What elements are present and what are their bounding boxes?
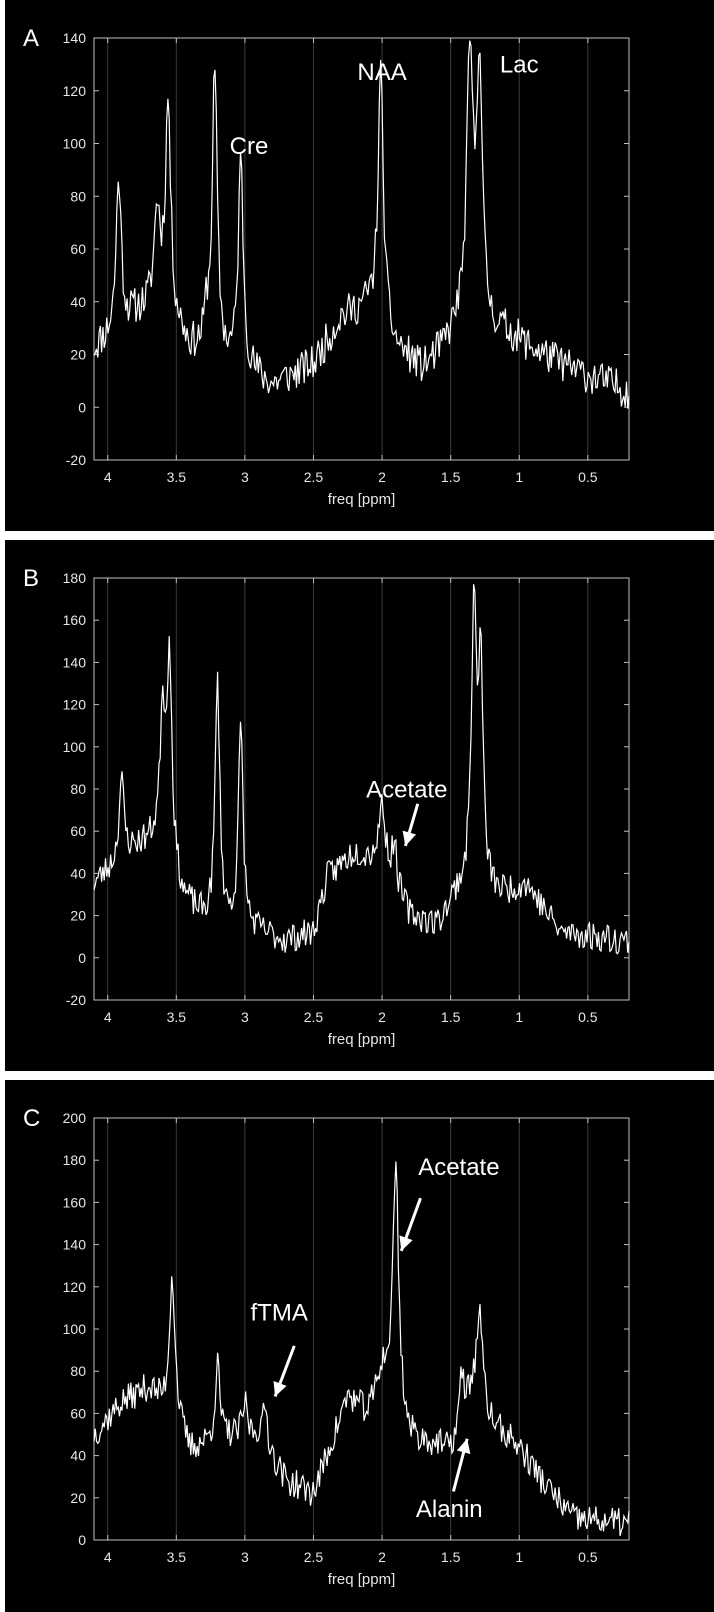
spectrum-panel-b: B 4 3.5 3 2.5 2 1.5 1 0.5 -20 0 20 40 60 80 100 120 140 16… — [5, 540, 714, 1071]
y-tick-label: 0 — [78, 950, 86, 966]
x-tick-label: 2 — [378, 1549, 386, 1565]
y-tick-label: 20 — [70, 908, 86, 924]
annotation-arrow-head — [402, 830, 417, 846]
spectrum-line — [93, 1161, 630, 1537]
x-tick-label: 2.5 — [304, 1009, 324, 1025]
annotation-arrow-head — [273, 1380, 287, 1397]
x-tick-label: 0.5 — [578, 1549, 598, 1565]
annotation-label: Alanin — [416, 1496, 483, 1523]
y-tick-label: 60 — [70, 241, 86, 257]
y-tick-label: 60 — [70, 1405, 86, 1421]
x-tick-label: 1 — [515, 469, 523, 485]
x-tick-label: 2.5 — [304, 1549, 324, 1565]
annotation-label: fTMA — [251, 1300, 308, 1327]
spectrum-chart-c: C 4 3.5 3 2.5 2 1.5 1 0.5 0 20 40 60 80 100 120 140 160 18… — [23, 1105, 630, 1588]
panel-label: A — [23, 25, 39, 52]
x-tick-label: 1.5 — [441, 1009, 461, 1025]
y-tick-label: 140 — [63, 30, 87, 46]
spectrum-line — [93, 584, 630, 955]
panel-label: B — [23, 565, 39, 592]
y-tick-label: 40 — [70, 865, 86, 881]
y-tick-label: 20 — [70, 1490, 86, 1506]
x-tick-label: 3.5 — [167, 1009, 187, 1025]
x-tick-label: 3 — [241, 469, 249, 485]
x-tick-label: 3 — [241, 1549, 249, 1565]
y-tick-label: 80 — [70, 781, 86, 797]
y-tick-label: -20 — [66, 992, 86, 1008]
spectrum-chart-b: B 4 3.5 3 2.5 2 1.5 1 0.5 -20 0 20 40 60 80 100 120 140 16… — [23, 565, 630, 1048]
x-tick-label: 1.5 — [441, 469, 461, 485]
y-tick-label: 100 — [63, 739, 87, 755]
plot-frame — [93, 37, 630, 461]
annotation-label: Acetate — [418, 1154, 499, 1181]
x-tick-label: 4 — [104, 1549, 112, 1565]
x-axis-title: freq [ppm] — [328, 491, 396, 508]
x-tick-label: 2 — [378, 469, 386, 485]
y-tick-label: 0 — [78, 399, 86, 415]
y-tick-label: 120 — [63, 83, 87, 99]
x-tick-label: 0.5 — [578, 469, 598, 485]
y-tick-label: 80 — [70, 1363, 86, 1379]
x-tick-label: 4 — [104, 1009, 112, 1025]
spectrum-panel-c: C 4 3.5 3 2.5 2 1.5 1 0.5 0 20 40 60 80 100 120 140 160 18… — [5, 1080, 714, 1612]
x-tick-label: 1 — [515, 1009, 523, 1025]
y-tick-label: 120 — [63, 697, 87, 713]
y-tick-label: 140 — [63, 654, 87, 670]
annotation-arrow-head — [399, 1235, 413, 1251]
annotation-label: NAA — [357, 59, 406, 86]
y-tick-label: 160 — [63, 612, 87, 628]
spectrum-line — [93, 40, 630, 409]
spectrum-panel-a: A 4 3.5 3 2.5 2 1.5 1 0.5 -20 0 20 40 60 80 100 120 140 fr… — [5, 0, 714, 531]
x-tick-label: 3.5 — [167, 469, 187, 485]
y-tick-label: 100 — [63, 136, 87, 152]
x-tick-label: 3.5 — [167, 1549, 187, 1565]
y-tick-label: 200 — [63, 1110, 87, 1126]
y-tick-label: 20 — [70, 347, 86, 363]
x-tick-label: 2 — [378, 1009, 386, 1025]
y-tick-label: 180 — [63, 1152, 87, 1168]
y-tick-label: 80 — [70, 188, 86, 204]
annotation-arrow-head — [456, 1438, 471, 1455]
x-tick-label: 3 — [241, 1009, 249, 1025]
spectrum-chart-a: A 4 3.5 3 2.5 2 1.5 1 0.5 -20 0 20 40 60 80 100 120 140 fr… — [23, 25, 630, 508]
panel-label: C — [23, 1105, 40, 1132]
annotation-label: Lac — [500, 51, 539, 78]
annotation-label: Acetate — [366, 776, 447, 803]
y-tick-label: 100 — [63, 1321, 87, 1337]
y-tick-label: 140 — [63, 1237, 87, 1253]
x-tick-label: 4 — [104, 469, 112, 485]
y-tick-label: -20 — [66, 452, 86, 468]
plot-frame — [93, 577, 630, 1001]
annotation-label: Cre — [230, 133, 269, 160]
y-tick-label: 60 — [70, 823, 86, 839]
x-tick-label: 1.5 — [441, 1549, 461, 1565]
y-tick-label: 160 — [63, 1194, 87, 1210]
x-tick-label: 2.5 — [304, 469, 324, 485]
x-axis-title: freq [ppm] — [328, 1571, 396, 1588]
y-tick-label: 40 — [70, 1448, 86, 1464]
y-tick-label: 0 — [78, 1532, 86, 1548]
x-axis-title: freq [ppm] — [328, 1031, 396, 1048]
y-tick-label: 120 — [63, 1279, 87, 1295]
y-tick-label: 40 — [70, 294, 86, 310]
y-tick-label: 180 — [63, 570, 87, 586]
x-tick-label: 0.5 — [578, 1009, 598, 1025]
x-tick-label: 1 — [515, 1549, 523, 1565]
